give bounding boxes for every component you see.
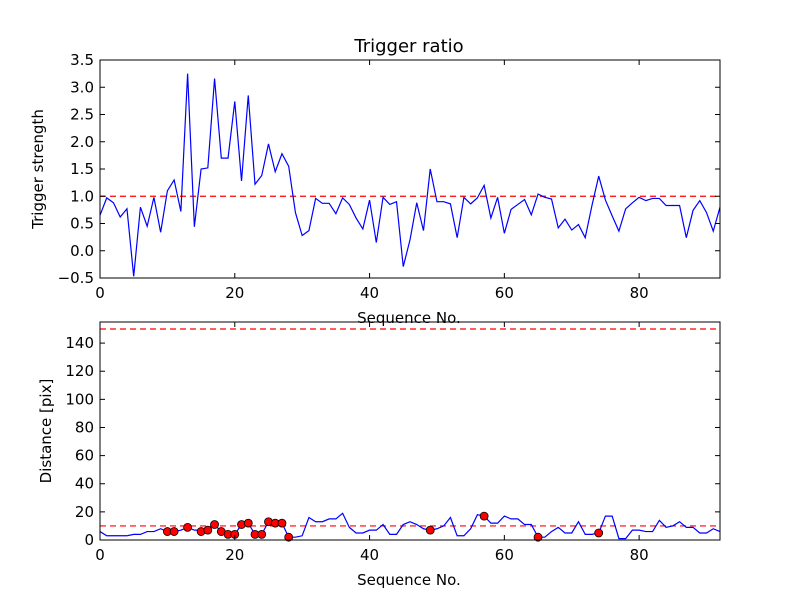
data-point-marker — [169, 527, 179, 536]
y-tick-label: 140 — [65, 334, 94, 352]
x-axis-label-bottom: Sequence No. — [357, 571, 461, 589]
y-tick-label: 2.0 — [70, 133, 94, 151]
data-point-marker — [479, 511, 489, 521]
data-point-marker — [183, 522, 193, 532]
data-point-marker — [203, 525, 213, 535]
x-tick-label: 20 — [225, 546, 244, 564]
x-tick-label: 40 — [360, 284, 379, 302]
y-tick-label: 0.0 — [70, 242, 94, 260]
y-tick-label: 0 — [84, 531, 94, 549]
data-point-marker — [277, 518, 287, 528]
data-point-marker — [210, 520, 219, 529]
y-axis-label-bottom: Distance [pix] — [37, 379, 55, 484]
x-tick-label: 80 — [630, 284, 649, 302]
y-tick-label: 1.5 — [70, 160, 94, 178]
axes-frame — [99, 321, 721, 541]
y-tick-label: 3.5 — [70, 51, 94, 69]
data-point-marker — [594, 528, 604, 538]
plot-area-bottom: 0 20 40 60 80 0 20 40 60 80 100 120 140 — [65, 321, 721, 564]
plot-area-top: 0 20 40 60 80 −0.5 0.0 0.5 1.0 1.5 2.0 2.5 3.0 3.5 — [58, 51, 721, 302]
x-tick-label: 80 — [630, 546, 649, 564]
series-line — [99, 73, 721, 277]
x-axis-label-top: Sequence No. — [357, 309, 461, 327]
y-tick-label: 1.0 — [70, 187, 94, 205]
x-tick-label: 0 — [95, 284, 105, 302]
chart-title: Trigger ratio — [353, 36, 463, 57]
y-tick-label: 100 — [65, 390, 94, 408]
y-tick-label: 3.0 — [70, 78, 94, 96]
data-point-marker — [243, 518, 253, 528]
data-point-marker — [533, 532, 543, 542]
y-tick-label: 2.5 — [70, 106, 94, 124]
y-tick-label: 20 — [75, 503, 94, 521]
chart-distance: 0 20 40 60 80 0 20 40 60 80 100 120 140 Sequence No.… — [37, 321, 721, 589]
data-point-marker — [257, 529, 267, 539]
x-tick-label: 60 — [495, 546, 514, 564]
y-tick-label: −0.5 — [58, 269, 94, 287]
y-axis-label-top: Trigger strength — [29, 109, 47, 230]
y-tick-label: 40 — [75, 475, 94, 493]
y-tick-label: 80 — [75, 418, 94, 436]
data-point-marker — [284, 532, 294, 542]
y-tick-label: 0.5 — [70, 215, 94, 233]
x-tick-label: 60 — [495, 284, 514, 302]
y-tick-label: 60 — [75, 447, 94, 465]
x-tick-label: 0 — [95, 546, 105, 564]
y-tick-label: 120 — [65, 362, 94, 380]
x-tick-label: 20 — [225, 284, 244, 302]
data-point-marker — [425, 525, 435, 535]
x-tick-label: 40 — [360, 546, 379, 564]
